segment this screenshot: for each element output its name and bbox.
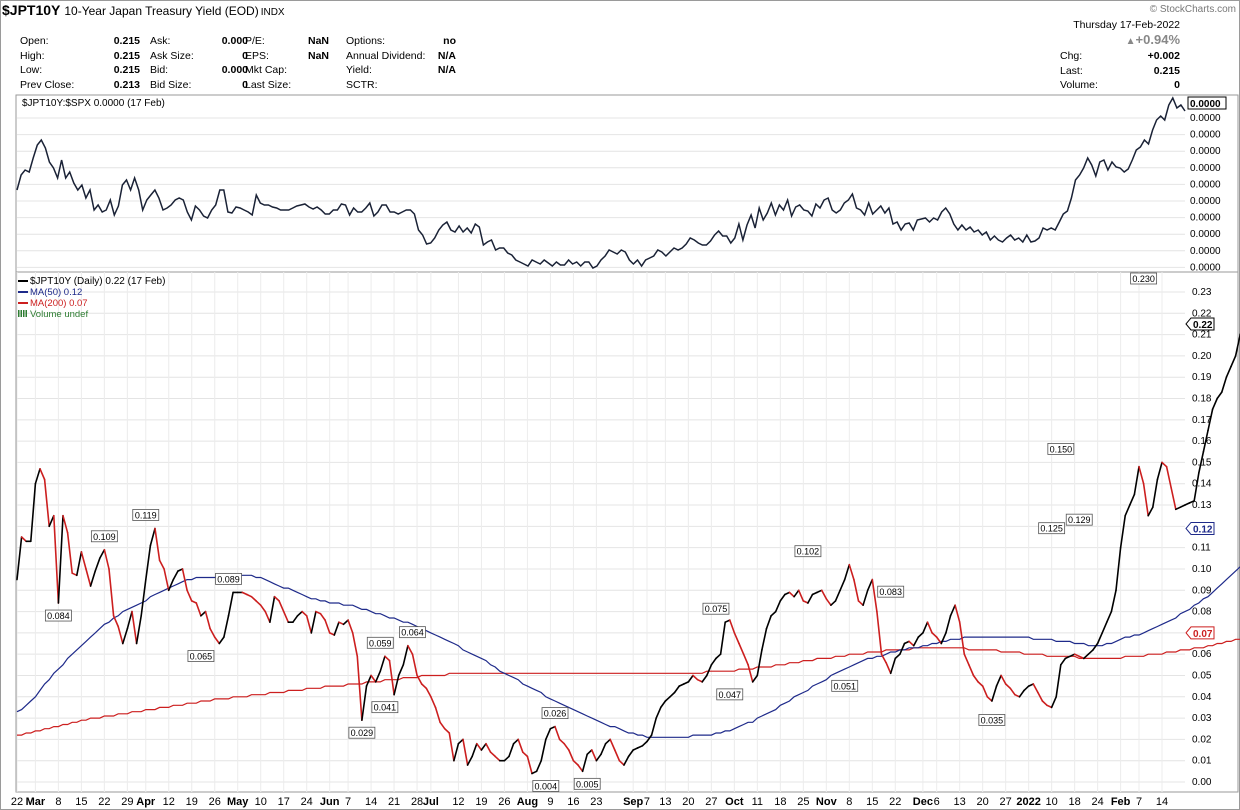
col4-row: Annual Dividend: N/A — [346, 49, 456, 64]
stat-label: Bid: — [150, 64, 169, 76]
stat-value — [426, 78, 456, 93]
stat-label: Yield: — [346, 64, 372, 76]
summary-value: +0.002 — [1147, 50, 1180, 62]
summary-row: Last: 0.215 — [1060, 64, 1180, 79]
summary-row: Volume: 0 — [1060, 78, 1180, 93]
col1-row: Open: 0.215 — [20, 34, 140, 49]
col4-row: Yield: N/A — [346, 63, 456, 78]
summary-row: Chg: +0.002 — [1060, 49, 1180, 64]
stat-value: N/A — [437, 64, 456, 76]
col1-row: High: 0.215 — [20, 49, 140, 64]
summary-label: Chg: — [1060, 50, 1083, 62]
stat-value — [285, 63, 329, 78]
col4-row: Options: no — [346, 34, 456, 49]
col3-row: P/E: NaN — [245, 34, 329, 49]
col1-row: Prev Close: 0.213 — [20, 78, 140, 93]
stat-value: NaN — [307, 35, 329, 47]
stat-label: EPS: — [245, 49, 269, 62]
chart-header: $JPT10Y 10-Year Japan Treasury Yield (EOD… — [2, 2, 1140, 22]
stat-label: Bid Size: — [150, 78, 192, 91]
up-triangle-icon: ▲ — [1125, 35, 1136, 47]
stat-label: Ask: — [150, 35, 171, 47]
stat-value: no — [443, 35, 456, 47]
stats-col-2: Ask: 0.000 Ask Size: 0 Bid: 0.000 Bid Size: 0 — [150, 34, 248, 92]
stat-value: NaN — [307, 49, 329, 62]
quote-summary: Thursday 17-Feb-2022 ▲+0.94% Chg: +0.002 L… — [1060, 18, 1180, 93]
stats-col-1: Open: 0.215 High: 0.215 Low: 0.215 Prev Close:… — [20, 34, 140, 92]
stat-value: 0.215 — [113, 49, 140, 62]
exchange-label: INDX — [260, 7, 285, 18]
stat-value: 0 — [242, 49, 248, 62]
col2-row: Bid Size: 0 — [150, 78, 248, 93]
stat-value: 0.000 — [221, 64, 248, 76]
stat-label: Prev Close: — [20, 78, 75, 91]
summary-value: 0 — [1174, 79, 1180, 91]
stat-value: N/A — [437, 49, 456, 62]
summary-label: Last: — [1060, 64, 1083, 77]
stat-label: Annual Dividend: — [346, 49, 426, 62]
col2-row: Bid: 0.000 — [150, 63, 248, 78]
change-percent-value: +0.94% — [1135, 31, 1180, 47]
stat-value: 0.000 — [221, 35, 248, 47]
col2-row: Ask Size: 0 — [150, 49, 248, 64]
stat-value: 0.215 — [113, 35, 140, 47]
symbol-title: $JPT10Y — [2, 2, 61, 18]
stat-label: SCTR: — [346, 78, 378, 91]
stat-value: 0 — [242, 78, 248, 91]
col3-row: EPS: NaN — [245, 49, 329, 64]
stat-value — [285, 78, 329, 93]
symbol-description: 10-Year Japan Treasury Yield (EOD) — [64, 4, 259, 18]
stats-col-4: Options: no Annual Dividend: N/A Yield: N/A SC… — [346, 34, 456, 92]
col1-row: Low: 0.215 — [20, 63, 140, 78]
stockcharts-logo[interactable]: © StockCharts.com — [1149, 4, 1236, 15]
stat-value: 0.213 — [113, 78, 140, 91]
col3-row: Mkt Cap: — [245, 63, 329, 78]
stat-label: Ask Size: — [150, 49, 194, 62]
stat-label: P/E: — [245, 35, 265, 47]
stat-label: Low: — [20, 64, 43, 76]
quote-date: Thursday 17-Feb-2022 — [1073, 19, 1180, 31]
stat-value: 0.215 — [113, 64, 140, 76]
change-percent: ▲+0.94% — [1060, 31, 1180, 50]
summary-label: Volume: — [1060, 79, 1098, 91]
stat-label: High: — [20, 49, 45, 62]
stat-label: Open: — [20, 35, 49, 47]
stat-label: Mkt Cap: — [245, 64, 288, 76]
stat-label: Last Size: — [245, 78, 292, 91]
summary-value: 0.215 — [1153, 64, 1180, 77]
stat-label: Options: — [346, 35, 386, 47]
col3-row: Last Size: — [245, 78, 329, 93]
col2-row: Ask: 0.000 — [150, 34, 248, 49]
col4-row: SCTR: — [346, 78, 456, 93]
stats-col-3: P/E: NaN EPS: NaN Mkt Cap: Last Size: — [245, 34, 329, 92]
